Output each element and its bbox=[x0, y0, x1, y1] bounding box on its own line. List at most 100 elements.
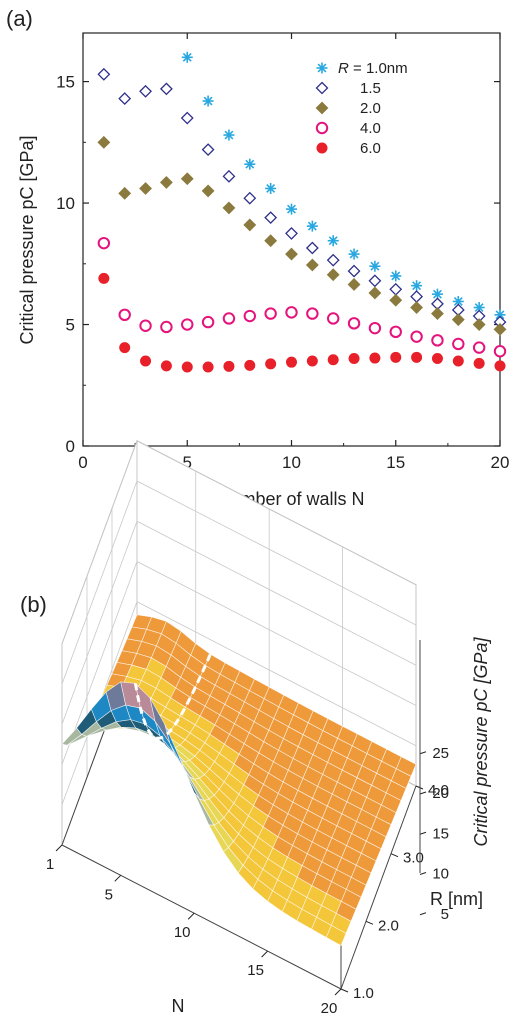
data-point bbox=[181, 318, 194, 331]
data-point bbox=[181, 51, 193, 63]
data-point bbox=[223, 360, 235, 372]
data-point bbox=[305, 241, 319, 255]
data-point bbox=[139, 319, 152, 332]
data-point bbox=[244, 359, 256, 371]
z-tick bbox=[419, 831, 427, 835]
data-point bbox=[286, 203, 297, 215]
x-tick-label: 5 bbox=[183, 453, 192, 472]
n-tick bbox=[114, 874, 122, 882]
data-point bbox=[139, 182, 152, 195]
data-point bbox=[243, 191, 257, 205]
data-point bbox=[264, 307, 277, 320]
data-point bbox=[285, 227, 298, 240]
data-point bbox=[368, 321, 382, 335]
asterisk-stroke bbox=[245, 159, 255, 169]
legend-label: 1.5 bbox=[360, 80, 381, 97]
data-point bbox=[347, 278, 361, 291]
data-point bbox=[98, 272, 110, 284]
data-point bbox=[223, 129, 235, 141]
x-tick-label: 20 bbox=[491, 453, 510, 472]
data-point bbox=[452, 355, 464, 367]
r-tick-label: 4.0 bbox=[428, 782, 449, 799]
data-point bbox=[265, 182, 277, 194]
data-point bbox=[265, 358, 277, 370]
r-tick bbox=[365, 920, 374, 925]
surface-cell bbox=[325, 924, 347, 946]
data-point bbox=[180, 111, 194, 125]
legend: R = 1.0nm 1.5 2.0 4.0 6.0 bbox=[315, 60, 408, 157]
legend-label: 2.0 bbox=[360, 100, 381, 117]
data-point bbox=[493, 322, 507, 336]
data-point bbox=[327, 312, 340, 325]
series-4 bbox=[98, 272, 506, 373]
z-tick bbox=[419, 872, 427, 875]
data-point bbox=[222, 312, 236, 325]
data-point bbox=[97, 67, 111, 81]
axis-ticks: 0 5 10 15 20 0 5 10 15 bbox=[56, 33, 509, 472]
y-tick-label: 5 bbox=[66, 316, 75, 335]
data-point bbox=[285, 306, 298, 319]
panel-b-label: (b) bbox=[20, 592, 47, 617]
data-point bbox=[119, 342, 131, 354]
data-point bbox=[118, 92, 132, 106]
asterisk-stroke bbox=[474, 303, 484, 312]
data-point bbox=[306, 355, 318, 367]
asterisk-stroke bbox=[182, 52, 192, 62]
data-points bbox=[97, 51, 507, 373]
asterisk-stroke bbox=[432, 289, 442, 299]
data-point bbox=[473, 357, 485, 369]
data-point bbox=[201, 315, 215, 329]
r-tick bbox=[340, 988, 349, 993]
series-1 bbox=[97, 67, 507, 329]
n-axis-label: N bbox=[172, 996, 185, 1016]
x-tick-label: 10 bbox=[282, 453, 301, 472]
data-point bbox=[160, 320, 173, 334]
legend-label: 6.0 bbox=[360, 140, 381, 157]
data-point bbox=[201, 143, 215, 157]
series-2 bbox=[97, 135, 507, 336]
data-point bbox=[451, 313, 465, 327]
data-point bbox=[118, 186, 132, 200]
n-tick bbox=[55, 844, 63, 852]
data-point bbox=[264, 234, 278, 248]
x-tick-label: 0 bbox=[78, 453, 87, 472]
z-tick bbox=[419, 791, 427, 795]
data-point bbox=[389, 282, 403, 296]
z-tick-label: 20 bbox=[432, 785, 449, 802]
asterisk-stroke bbox=[328, 236, 338, 246]
data-point bbox=[181, 361, 193, 373]
x-tick-label: 15 bbox=[386, 453, 405, 472]
r-tick-label: 2.0 bbox=[378, 917, 399, 934]
data-point bbox=[118, 308, 131, 322]
r-axis-label: R [nm] bbox=[430, 889, 483, 909]
data-point bbox=[201, 184, 215, 198]
asterisk-stroke bbox=[317, 63, 327, 73]
n-tick-label: 15 bbox=[247, 962, 264, 979]
panel-a-scatter-chart: (a) 0 5 10 15 20 0 5 10 15 R = 1.0nm 1.5 2.0 4.0 6.0… bbox=[6, 6, 509, 509]
data-point bbox=[347, 264, 361, 278]
data-point bbox=[494, 360, 506, 372]
n-tick-label: 5 bbox=[105, 886, 113, 903]
data-point bbox=[160, 360, 172, 372]
series-0 bbox=[181, 51, 506, 321]
data-point bbox=[431, 307, 444, 321]
n-tick-label: 20 bbox=[321, 1000, 338, 1017]
asterisk-stroke bbox=[495, 310, 505, 320]
legend-marker bbox=[315, 121, 329, 135]
z-tick bbox=[419, 751, 427, 755]
data-point bbox=[369, 260, 381, 272]
legend-label: R = 1.0nm bbox=[338, 60, 408, 77]
data-point bbox=[202, 95, 214, 107]
legend-marker bbox=[315, 81, 329, 95]
legend-marker bbox=[316, 142, 328, 154]
legend-marker bbox=[315, 101, 329, 115]
legend-label: 4.0 bbox=[360, 120, 381, 137]
r-tick-label: 1.0 bbox=[353, 985, 374, 1002]
data-point bbox=[139, 84, 152, 98]
data-point bbox=[369, 352, 381, 364]
data-point bbox=[202, 361, 214, 373]
z-tick-label: 25 bbox=[432, 745, 449, 762]
asterisk-stroke bbox=[349, 249, 359, 259]
data-point bbox=[410, 290, 424, 304]
